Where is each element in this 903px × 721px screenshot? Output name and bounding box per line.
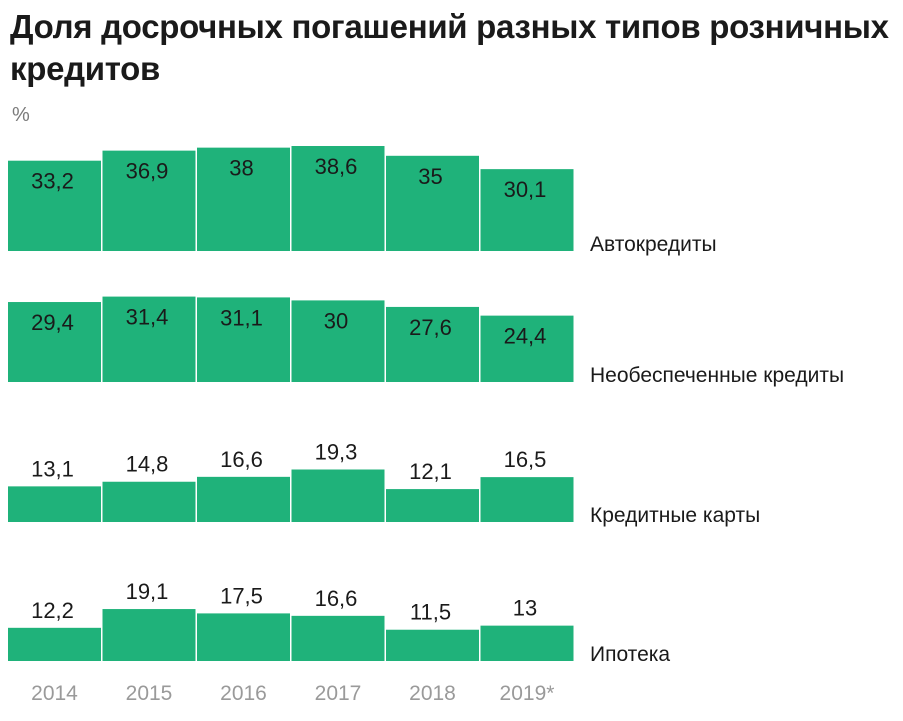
- bar: [197, 476, 290, 522]
- bar: [480, 625, 574, 661]
- bar: [197, 613, 290, 661]
- bar: [102, 481, 196, 522]
- data-label: 16,5: [504, 447, 547, 472]
- series-group: 13,1 14,8 16,6 19,3 12,1 16,5 Кредитные карты: [8, 440, 760, 527]
- data-label: 11,5: [410, 600, 451, 625]
- bar: [8, 627, 101, 661]
- data-label: 17,5: [220, 583, 263, 608]
- x-tick-label: 2018: [409, 682, 456, 705]
- data-label: 24,4: [504, 324, 547, 349]
- bar: [291, 469, 385, 522]
- bar: [386, 629, 479, 661]
- series-group: 29,4 31,4 31,1 30 27,6 24,4 Необеспеченные кре…: [8, 296, 844, 387]
- data-label: 27,6: [409, 315, 452, 340]
- bar: [8, 160, 101, 251]
- chart-title: Доля досрочных погашений разных типов ро…: [10, 8, 889, 87]
- data-label: 33,2: [31, 169, 74, 194]
- data-label: 30,1: [504, 177, 547, 202]
- x-tick-label: 2015: [126, 682, 173, 705]
- x-tick-label: 2017: [315, 682, 362, 705]
- bar: [291, 146, 385, 251]
- series-label: Необеспеченные кредиты: [590, 364, 844, 387]
- data-label: 16,6: [220, 447, 263, 472]
- bar: [8, 486, 101, 522]
- bar: [102, 296, 196, 382]
- bar: [197, 297, 290, 382]
- series-label: Кредитные карты: [590, 504, 760, 527]
- data-label: 13: [513, 596, 537, 621]
- data-label: 19,1: [126, 579, 169, 604]
- x-tick-label: 2014: [31, 682, 78, 705]
- series-group: 33,2 36,9 38 38,6 35 30,1 Автокредиты: [8, 146, 717, 256]
- data-label: 30: [324, 308, 348, 333]
- data-label: 12,1: [409, 459, 452, 484]
- bar: [386, 306, 479, 382]
- data-label: 19,3: [315, 440, 358, 465]
- bar: [480, 169, 574, 251]
- bar: [291, 300, 385, 382]
- series-label: Ипотека: [590, 643, 670, 666]
- bar: [102, 609, 196, 661]
- series-label: Автокредиты: [590, 233, 717, 256]
- data-label: 13,1: [31, 456, 74, 481]
- unit-label: %: [12, 104, 30, 126]
- x-tick-label: 2019*: [500, 682, 555, 705]
- x-tick-label: 2016: [220, 682, 267, 705]
- data-label: 35: [418, 164, 442, 189]
- data-label: 29,4: [31, 310, 74, 335]
- bar: [386, 155, 479, 251]
- data-label: 38,6: [315, 154, 358, 179]
- data-label: 12,2: [31, 598, 74, 623]
- data-label: 31,4: [126, 305, 169, 330]
- bar: [8, 302, 101, 382]
- data-label: 36,9: [126, 159, 169, 184]
- data-label: 38: [229, 156, 253, 181]
- bar: [386, 489, 479, 522]
- bar: [197, 147, 290, 251]
- data-label: 16,6: [315, 586, 358, 611]
- data-label: 31,1: [220, 305, 263, 330]
- series-group: 12,2 19,1 17,5 16,6 11,5 13 Ипотека: [8, 579, 670, 666]
- data-label: 14,8: [126, 452, 169, 477]
- bar: [480, 477, 574, 522]
- bar: [102, 150, 196, 251]
- bar: [291, 615, 385, 661]
- bar: [480, 315, 574, 382]
